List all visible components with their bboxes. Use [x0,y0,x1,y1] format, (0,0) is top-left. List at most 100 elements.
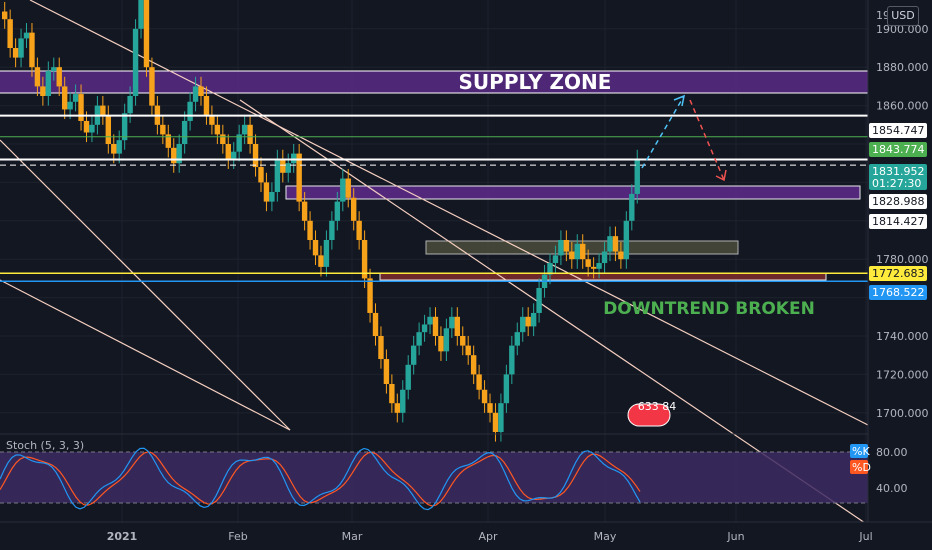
candle [509,336,515,384]
price-badge-text: 1831.952 [872,165,925,178]
projection-arrows [641,94,727,182]
price-badge-text: 1772.683 [872,267,925,280]
candle [454,307,460,346]
candle [629,184,635,231]
candle [334,192,341,231]
candle [552,245,559,273]
candle [492,403,499,442]
candle [67,92,73,120]
candle [181,111,188,154]
stoch-k-line [0,447,641,511]
candle [149,57,155,116]
candle [198,76,204,106]
price-tick-label: 1720.000 [876,368,929,381]
candle [34,57,41,96]
candle [323,230,330,277]
candle [236,124,242,162]
price-badge: 1854.747 [869,123,927,138]
candle [296,144,302,212]
candle [372,303,379,346]
arrowhead-icon [715,169,727,182]
candle [247,115,253,154]
candle [574,234,580,269]
candle [329,211,335,250]
candle [23,23,30,48]
candle [252,134,259,177]
candle [231,142,237,169]
candle [525,307,531,336]
candle [78,84,84,131]
candle [121,103,128,150]
candle [165,124,171,158]
time-tick-label: Mar [342,530,363,543]
time-axis: 2021 Feb Mar Apr May Jun Jul [0,521,932,550]
candle [400,380,406,423]
support-zone [379,272,827,281]
candle [72,84,79,112]
price-badge: 1768.522 [869,285,927,300]
candle [45,61,52,106]
price-badge: 1843.774 [869,142,927,157]
countdown-text: 01:27:30 [872,177,921,190]
candle [214,115,221,144]
candle [607,226,613,262]
candle [138,0,144,39]
k-label: %K [852,445,870,458]
candle [520,307,526,342]
event-flag-icon[interactable]: 633 84 [627,400,676,427]
candle [127,86,133,123]
time-tick-label: Apr [478,530,498,543]
candle [301,192,308,231]
candle [105,105,112,154]
candle [405,355,411,400]
candle [612,226,619,262]
candle [596,253,602,279]
candle [569,241,575,269]
candle [51,57,57,81]
candle [203,86,210,125]
candle [7,9,13,58]
price-tick-label: 1740.000 [876,330,929,343]
candle [40,76,46,106]
candle [160,115,166,144]
price-badge-text: 1768.522 [872,286,925,299]
candle [601,241,608,273]
currency-button[interactable]: USD [887,6,919,26]
candle [383,349,390,394]
candle [89,115,95,143]
candle [241,115,248,144]
candle [410,336,417,375]
supply-zone-label: SUPPLY ZONE [459,70,612,94]
candle [280,149,286,183]
candle [285,153,291,183]
candle [378,326,384,369]
time-tick-label: Feb [228,530,247,543]
price-axis: 1900.000 1880.000 1860.000 1780.000 1740.000… [850,0,932,550]
candle [192,76,199,112]
candle [116,130,122,164]
candle [291,144,297,173]
candle [356,211,362,250]
time-tick-label: Jul [858,530,872,543]
candle [585,249,591,277]
candle [481,380,488,413]
candle [438,326,444,361]
price-tick-label: 1780.000 [876,253,929,266]
indicator-label[interactable]: Stoch (5, 3, 3) [6,439,85,452]
price-tick-label: 1900.000 [876,23,929,36]
candle [367,268,373,323]
candle [558,230,564,265]
candle [449,307,455,338]
candle [29,23,35,77]
projection-down [689,99,725,181]
time-tick-label: May [594,530,617,543]
candle [476,364,482,400]
candle [536,278,542,323]
candle [340,168,346,212]
candle [465,336,471,365]
candle [580,234,586,269]
candle [2,1,8,29]
candle [209,105,215,135]
candle [503,364,510,413]
